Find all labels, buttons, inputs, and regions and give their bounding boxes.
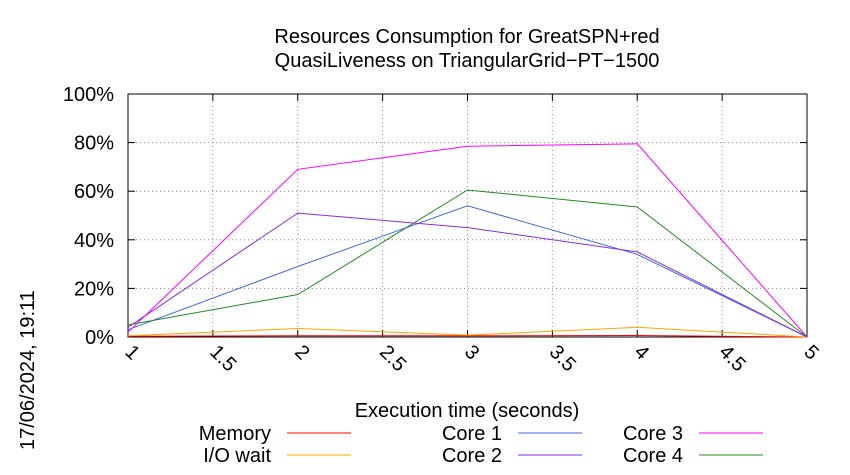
y-tick-label: 20%: [74, 278, 114, 300]
x-tick-label: 1.5: [205, 341, 240, 376]
x-tick-label: 5: [799, 341, 822, 364]
legend-label-memory: Memory: [199, 423, 271, 445]
chart-subtitle: QuasiLiveness on TriangularGrid−PT−1500: [275, 50, 660, 72]
x-tick-label: 4.5: [715, 341, 750, 376]
x-tick-label: 3: [460, 341, 483, 364]
series-line-core-4: [127, 189, 808, 338]
legend-label-i-o-wait: I/O wait: [203, 445, 271, 467]
y-tick-label: 40%: [74, 230, 114, 252]
y-tick-label: 0%: [85, 327, 114, 349]
legend-label-core-3: Core 3: [623, 423, 683, 445]
chart-title: Resources Consumption for GreatSPN+red: [274, 26, 659, 48]
grid-lines: [128, 94, 807, 337]
x-tick-label: 1: [120, 341, 143, 364]
series-line-core-3: [127, 143, 808, 338]
timestamp: 17/06/2024, 19:11: [17, 290, 39, 450]
y-tick-label: 100%: [63, 84, 114, 106]
x-axis-label: Execution time (seconds): [355, 400, 580, 422]
legend-label-core-2: Core 2: [442, 445, 502, 467]
x-tick-label: 2.5: [375, 341, 410, 376]
y-axis: 0% 20% 40% 60% 80% 100%: [63, 84, 807, 349]
series-line-core-1: [127, 205, 808, 338]
legend-label-core-1: Core 1: [442, 423, 502, 445]
x-tick-label: 3.5: [545, 341, 580, 376]
series-line-i-o-wait: [127, 326, 808, 338]
x-tick-label: 4: [630, 341, 653, 364]
series-line-core-2: [127, 212, 808, 338]
y-tick-label: 80%: [74, 133, 114, 155]
y-tick-label: 60%: [74, 181, 114, 203]
x-tick-label: 2: [290, 341, 313, 364]
legend-label-core-4: Core 4: [623, 445, 683, 467]
series-line-memory: [127, 334, 808, 338]
series-lines: [127, 143, 808, 338]
